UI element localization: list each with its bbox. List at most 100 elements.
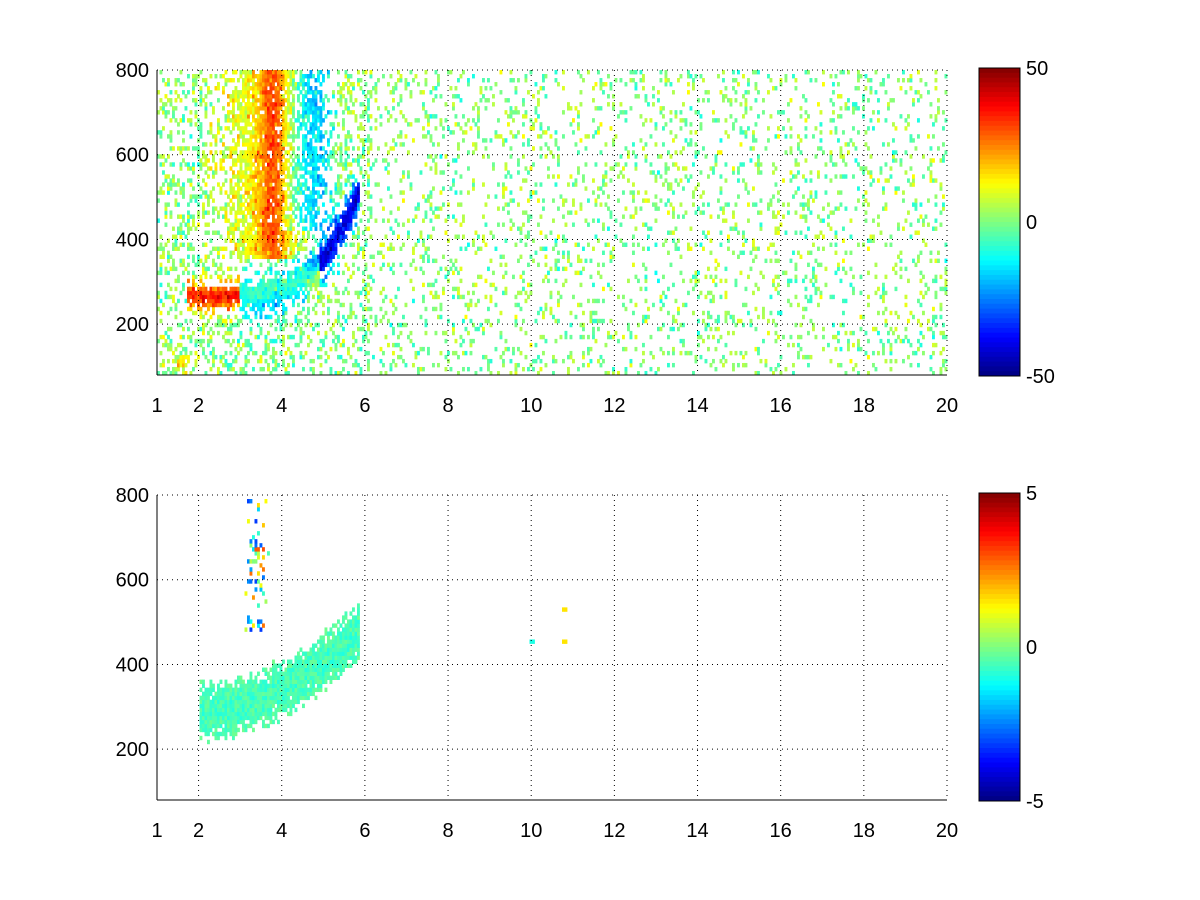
- heatmap-cell: [799, 214, 803, 219]
- heatmap-cell: [402, 322, 405, 328]
- heatmap-cell: [712, 298, 715, 304]
- heatmap-cell: [664, 166, 668, 171]
- heatmap-cell: [357, 198, 360, 203]
- heatmap-cell: [334, 150, 338, 155]
- heatmap-cell: [682, 118, 685, 123]
- heatmap-cell: [742, 178, 745, 183]
- heatmap-cell: [309, 142, 313, 147]
- heatmap-cell: [294, 266, 298, 272]
- heatmap-cell: [797, 250, 800, 255]
- heatmap-cell: [439, 154, 443, 159]
- heatmap-cell: [289, 270, 293, 276]
- heatmap-cell: [804, 234, 808, 239]
- heatmap-cell: [609, 178, 613, 183]
- heatmap-cell: [269, 82, 273, 87]
- heatmap-cell: [354, 234, 358, 239]
- heatmap-cell: [777, 110, 780, 115]
- heatmap-cell: [254, 350, 258, 356]
- heatmap-cell: [374, 126, 378, 131]
- heatmap-cell: [187, 222, 190, 227]
- heatmap-cell: [317, 106, 320, 111]
- heatmap-cell: [572, 202, 575, 207]
- heatmap-cell: [727, 238, 730, 243]
- heatmap-cell: [667, 150, 670, 155]
- heatmap-cell: [302, 234, 305, 239]
- heatmap-cell: [242, 118, 245, 123]
- heatmap-cell: [222, 214, 225, 219]
- heatmap-cell: [317, 258, 320, 264]
- heatmap-cell: [269, 174, 273, 179]
- heatmap-cell: [209, 326, 213, 332]
- heatmap-cell: [597, 326, 600, 332]
- heatmap-cell: [222, 290, 225, 296]
- heatmap-cell: [264, 78, 268, 83]
- heatmap-cell: [634, 82, 638, 87]
- heatmap-cell: [722, 94, 725, 99]
- heatmap-cell: [457, 354, 460, 360]
- heatmap-cell: [282, 338, 285, 344]
- heatmap-cell: [284, 138, 288, 143]
- heatmap-cell: [524, 178, 528, 183]
- heatmap-cell: [714, 258, 718, 264]
- heatmap-cell: [169, 178, 173, 183]
- heatmap-cell: [287, 74, 290, 79]
- heatmap-cell: [382, 262, 385, 268]
- heatmap-cell: [247, 226, 250, 231]
- heatmap-cell: [474, 230, 478, 235]
- heatmap-cell: [344, 142, 348, 147]
- heatmap-cell: [327, 354, 330, 360]
- heatmap-cell: [509, 198, 513, 203]
- heatmap-cell: [164, 174, 168, 179]
- heatmap-cell: [667, 250, 670, 255]
- heatmap-cell: [214, 322, 218, 328]
- heatmap-cell: [782, 110, 785, 115]
- heatmap-cell: [809, 318, 813, 324]
- heatmap-cell: [739, 102, 743, 107]
- heatmap-cell: [484, 86, 488, 91]
- heatmap-cell: [414, 266, 418, 272]
- heatmap-cell: [602, 226, 605, 231]
- heatmap-cell: [199, 130, 203, 135]
- heatmap-cell: [482, 154, 485, 159]
- heatmap-cell: [337, 190, 340, 195]
- heatmap-cell: [822, 150, 825, 155]
- heatmap-cell: [402, 142, 405, 147]
- heatmap-cell: [649, 170, 653, 175]
- heatmap-cell: [277, 298, 280, 304]
- heatmap-cell: [349, 98, 353, 103]
- heatmap-cell: [269, 102, 273, 107]
- heatmap-cell: [269, 194, 273, 199]
- heatmap-cell: [659, 346, 663, 352]
- heatmap-cell: [752, 130, 755, 135]
- heatmap-cell: [477, 114, 480, 119]
- heatmap-cell: [344, 166, 348, 171]
- heatmap-cell: [322, 190, 325, 195]
- heatmap-cell: [249, 214, 253, 219]
- heatmap-cell: [272, 206, 275, 211]
- heatmap-cell: [242, 230, 245, 235]
- heatmap-cell: [219, 314, 223, 320]
- heatmap-cell: [262, 238, 265, 243]
- heatmap-cell: [224, 154, 228, 159]
- heatmap-cell: [262, 278, 265, 284]
- heatmap-cell: [344, 242, 348, 247]
- heatmap-cell: [672, 318, 675, 324]
- heatmap-cell: [412, 78, 415, 83]
- heatmap-cell: [587, 298, 590, 304]
- heatmap-cell: [294, 118, 298, 123]
- heatmap-cell: [484, 138, 488, 143]
- heatmap-cell: [719, 190, 723, 195]
- heatmap-cell: [562, 266, 565, 272]
- heatmap-cell: [289, 246, 293, 251]
- heatmap-cell: [274, 202, 278, 207]
- heatmap-cell: [277, 134, 280, 139]
- heatmap-cell: [794, 278, 798, 284]
- heatmap-cell: [369, 210, 373, 215]
- heatmap-cell: [312, 274, 315, 280]
- heatmap-cell: [327, 138, 330, 143]
- heatmap-cell: [614, 162, 618, 167]
- heatmap-cell: [252, 162, 255, 167]
- heatmap-cell: [187, 210, 190, 215]
- heatmap-cell: [274, 98, 278, 103]
- heatmap-cell: [219, 266, 223, 272]
